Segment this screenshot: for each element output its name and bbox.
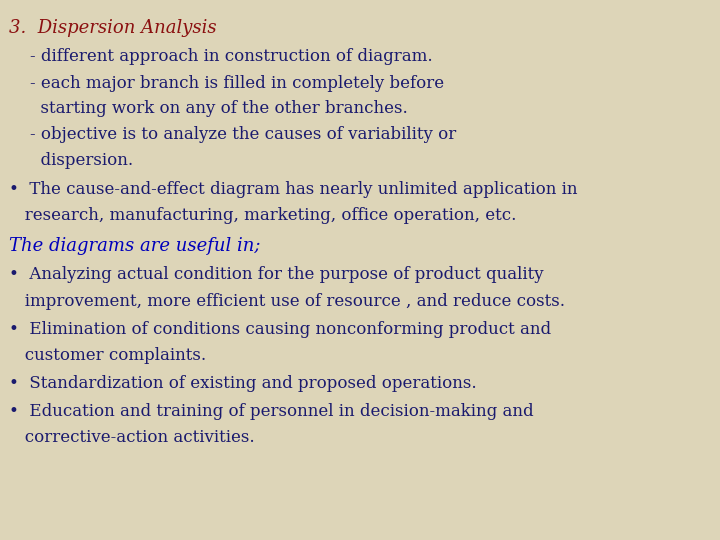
Text: - different approach in construction of diagram.: - different approach in construction of … <box>9 48 432 64</box>
Text: - each major branch is filled in completely before: - each major branch is filled in complet… <box>9 75 444 91</box>
Text: 3.  Dispersion Analysis: 3. Dispersion Analysis <box>9 19 216 37</box>
Text: •  Elimination of conditions causing nonconforming product and: • Elimination of conditions causing nonc… <box>9 321 551 338</box>
Text: corrective-action activities.: corrective-action activities. <box>9 429 254 446</box>
Text: starting work on any of the other branches.: starting work on any of the other branch… <box>9 100 408 117</box>
Text: customer complaints.: customer complaints. <box>9 347 206 363</box>
Text: •  Standardization of existing and proposed operations.: • Standardization of existing and propos… <box>9 375 476 392</box>
Text: dispersion.: dispersion. <box>9 152 132 169</box>
Text: •  Education and training of personnel in decision-making and: • Education and training of personnel in… <box>9 403 534 420</box>
Text: The diagrams are useful in;: The diagrams are useful in; <box>9 237 260 254</box>
Text: research, manufacturing, marketing, office operation, etc.: research, manufacturing, marketing, offi… <box>9 207 516 224</box>
Text: •  The cause-and-effect diagram has nearly unlimited application in: • The cause-and-effect diagram has nearl… <box>9 181 577 198</box>
Text: improvement, more efficient use of resource , and reduce costs.: improvement, more efficient use of resou… <box>9 293 564 309</box>
Text: •  Analyzing actual condition for the purpose of product quality: • Analyzing actual condition for the pur… <box>9 266 544 283</box>
Text: - objective is to analyze the causes of variability or: - objective is to analyze the causes of … <box>9 126 456 143</box>
